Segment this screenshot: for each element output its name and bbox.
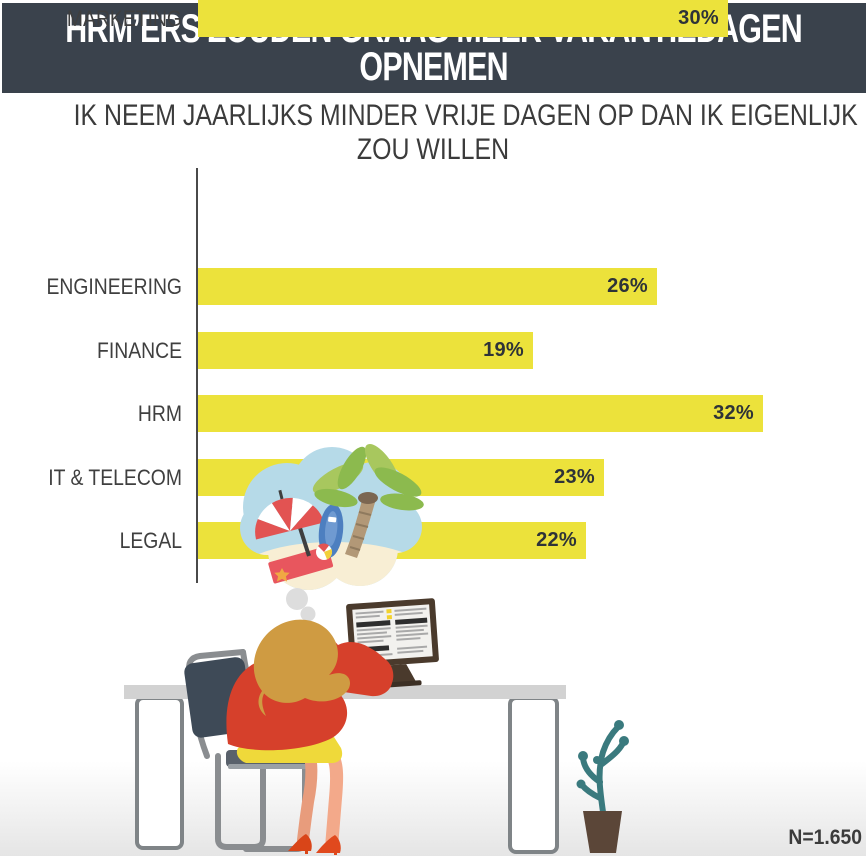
category-label: HRM — [137, 401, 182, 426]
subtitle-line-1: IK NEEM JAARLIJKS MINDER VRIJE DAGEN OP … — [73, 99, 858, 132]
subtitle-line-2: ZOU WILLEN — [356, 133, 510, 166]
value-label: 30% — [678, 7, 719, 29]
category-label: MARKETING — [66, 6, 182, 31]
bar-row: IT & TELECOM 23% — [0, 459, 866, 496]
bar-finance: 19% — [198, 332, 533, 369]
bar-marketing: 30% — [198, 0, 728, 37]
category-label: IT & TELECOM — [48, 465, 183, 490]
value-label: 22% — [536, 529, 577, 551]
bar-row: HRM 32% — [0, 395, 866, 432]
bar-it-telecom: 23% — [198, 459, 604, 496]
value-label: 32% — [713, 402, 754, 424]
value-label: 19% — [483, 339, 524, 361]
title-line-2: OPNEMEN — [359, 45, 509, 89]
bar-row: MARKETING 30% — [0, 0, 866, 37]
chart-subtitle: IK NEEM JAARLIJKS MINDER VRIJE DAGEN OP … — [0, 99, 866, 167]
category-label: LEGAL — [119, 528, 182, 553]
bar-row: ENGINEERING 26% — [0, 268, 866, 305]
bar-engineering: 26% — [198, 268, 657, 305]
bar-row: LEGAL 22% — [0, 522, 866, 559]
value-label: 23% — [554, 466, 595, 488]
category-label: ENGINEERING — [46, 274, 182, 299]
bar-hrm: 32% — [198, 395, 763, 432]
value-label: 26% — [607, 275, 648, 297]
category-label: FINANCE — [97, 338, 182, 363]
bar-legal: 22% — [198, 522, 586, 559]
y-axis-line — [196, 168, 198, 583]
bar-row: FINANCE 19% — [0, 332, 866, 369]
sample-size-label: N=1.650 — [788, 826, 862, 849]
